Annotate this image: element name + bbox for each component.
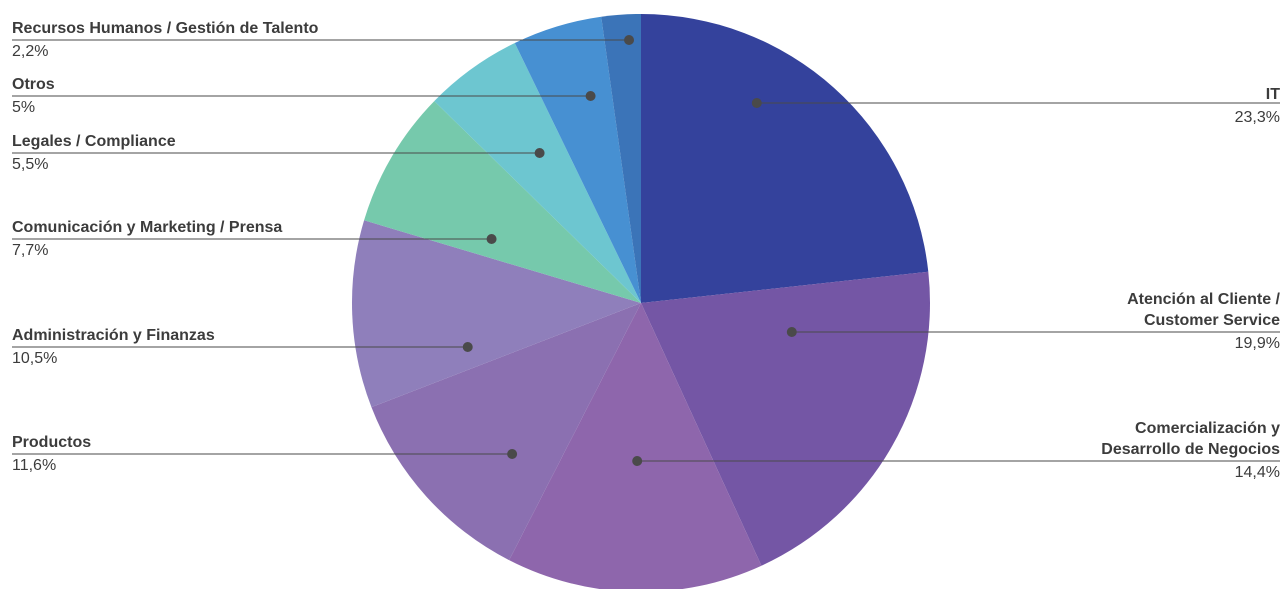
slice-label-value: 14,4% xyxy=(1234,464,1280,481)
pie-slice xyxy=(371,303,641,561)
pie-slice xyxy=(641,271,931,566)
slice-label-name: Atención al Cliente / xyxy=(1127,291,1280,308)
slice-label: Productos 11,6% xyxy=(12,432,91,476)
leader-dot xyxy=(486,234,497,244)
leader-dot xyxy=(462,342,473,352)
leader-dot xyxy=(585,91,596,101)
pie-slice xyxy=(514,16,641,303)
pie-slice xyxy=(364,101,641,303)
leader-dot xyxy=(751,98,762,108)
slice-label-name: Legales / Compliance xyxy=(12,133,176,150)
slice-label-name: Comunicación y Marketing / Prensa xyxy=(12,219,283,236)
slice-label-name: Otros xyxy=(12,76,55,93)
pie-slice xyxy=(434,43,641,303)
slice-label-name: Customer Service xyxy=(1143,312,1280,329)
slice-label-value: 7,7% xyxy=(12,242,49,259)
pie-slice xyxy=(351,220,641,408)
slice-label: Recursos Humanos / Gestión de Talento 2,2… xyxy=(12,18,318,62)
leader-dot xyxy=(507,449,518,459)
slice-label-value: 11,6% xyxy=(12,457,57,474)
leader-dot xyxy=(632,456,643,466)
pie-slice xyxy=(641,14,929,303)
slice-label-name: Administración y Finanzas xyxy=(12,327,215,344)
slice-label: Comercialización y Desarrollo de Negocios… xyxy=(1101,418,1280,483)
slice-label: Legales / Compliance 5,5% xyxy=(12,131,176,175)
slice-label: Administración y Finanzas 10,5% xyxy=(12,325,215,369)
pie-slice xyxy=(509,303,762,589)
slice-label-name: Recursos Humanos / Gestión de Talento xyxy=(12,20,319,37)
slice-label-value: 23,3% xyxy=(1234,109,1280,126)
slice-label-name: Comercialización y xyxy=(1135,420,1280,437)
slice-label-value: 10,5% xyxy=(12,350,58,367)
pie-slice xyxy=(601,14,641,303)
leader-dot xyxy=(786,327,797,337)
leader-dot xyxy=(534,148,545,158)
slice-label-name: Productos xyxy=(12,434,92,451)
slice-label-value: 5% xyxy=(12,99,36,116)
slice-label: Otros 5% xyxy=(12,74,55,118)
slice-label-value: 5,5% xyxy=(12,156,49,173)
leader-dot xyxy=(624,35,635,45)
slice-label-value: 2,2% xyxy=(12,43,49,60)
slice-label: Comunicación y Marketing / Prensa 7,7% xyxy=(12,217,282,261)
slice-label: IT 23,3% xyxy=(1235,84,1280,128)
slice-label-name: IT xyxy=(1265,86,1280,103)
slice-label-value: 19,9% xyxy=(1234,335,1280,352)
slice-label: Atención al Cliente / Customer Service 19,… xyxy=(1127,289,1280,354)
slice-label-name: Desarrollo de Negocios xyxy=(1101,441,1280,458)
